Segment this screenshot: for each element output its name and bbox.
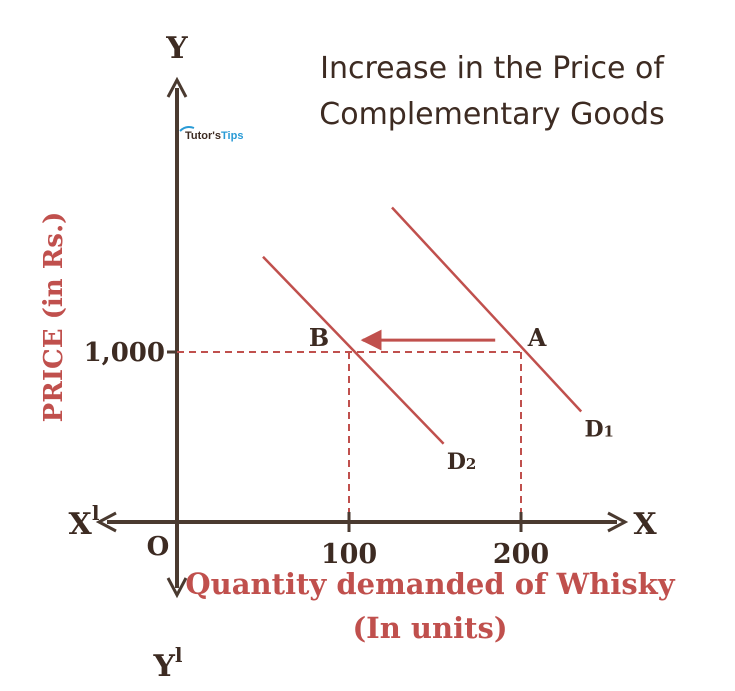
x-tick-label: 100: [321, 539, 377, 570]
tutorstips-logo: Tutor'sTips: [179, 126, 243, 142]
y-axis-bottom-label-group: Yl: [152, 643, 182, 684]
y-axis-title: PRICE (in Rs.): [39, 212, 69, 423]
series-label-main: D: [584, 417, 603, 443]
series-label-main: D: [447, 449, 466, 475]
y-axis-top-label: Y: [165, 31, 188, 66]
svg-text:Tutor'sTips: Tutor'sTips: [185, 130, 243, 142]
series-label-d1: D1: [584, 417, 614, 443]
guide-lines: [177, 351, 522, 522]
x-axis-left-label-group: Xl: [69, 501, 100, 542]
x-axis-title-line1: Quantity demanded of Whisky: [185, 567, 675, 601]
x-axis-right-label: X: [633, 507, 657, 542]
logo-text-b: Tips: [221, 130, 243, 142]
series-label-subscript: 2: [466, 455, 476, 473]
y-axis-arrow-bottom: [166, 577, 188, 599]
logo-text-a: Tutor's: [185, 130, 221, 142]
x-axis-title-line2: (In units): [352, 611, 507, 645]
y-axis-arrow-top: [166, 76, 188, 98]
demand-curve-d1: [391, 206, 583, 413]
point-label-b: B: [309, 323, 329, 352]
series-label-d2: D2: [447, 449, 477, 475]
origin-label: O: [147, 532, 170, 562]
y-axis-bottom-mark: l: [175, 643, 183, 667]
logo-swoosh-icon: [179, 126, 195, 132]
x-axis-left-mark: l: [92, 501, 100, 525]
series-label-subscript: 1: [604, 423, 614, 441]
x-tick-label: 200: [493, 539, 549, 570]
demand-curve-d2: [262, 255, 445, 445]
point-labels: AB: [309, 323, 547, 352]
y-axis-bottom-label: Y: [152, 649, 175, 684]
x-axis-arrow-right: [607, 511, 629, 533]
chart-title-line1: Increase in the Price of: [320, 51, 665, 86]
chart-title-line2: Complementary Goods: [319, 97, 664, 132]
y-tick-label: 1,000: [84, 338, 165, 368]
x-axis-left-label: X: [69, 507, 93, 542]
x-axis-arrow-left: [95, 511, 117, 533]
axis-ticks: 100 200 1,000: [84, 338, 550, 570]
point-label-a: A: [527, 323, 547, 352]
